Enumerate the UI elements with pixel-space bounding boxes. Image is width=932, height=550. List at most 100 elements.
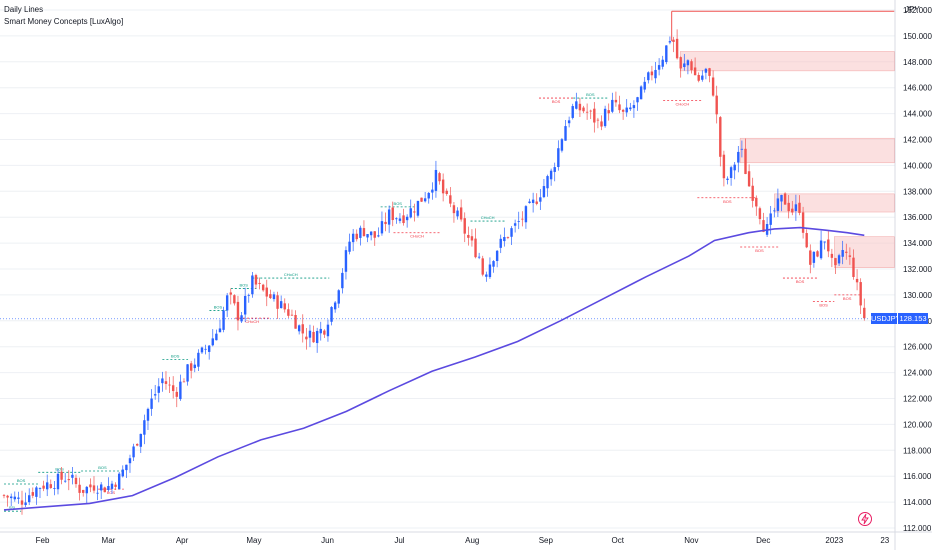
candle-body	[24, 502, 27, 506]
legend-daily-lines[interactable]: Daily Lines	[4, 5, 44, 14]
structure-label: BOS	[239, 282, 248, 287]
y-tick-label: 148.000	[903, 58, 932, 67]
candle-body	[495, 250, 499, 262]
y-tick-label: 146.000	[903, 84, 932, 93]
y-tick-label: 118.000	[903, 446, 932, 455]
candle-body	[456, 210, 459, 217]
candle-body	[621, 109, 625, 112]
y-tick-label: 122.000	[903, 395, 932, 404]
price-axis[interactable]: 112.000 114.000 116.000 118.000 120.000 122.0…	[894, 0, 932, 550]
candle-body	[427, 192, 430, 199]
candle-body	[431, 189, 434, 193]
structure-label: CHoCH	[481, 215, 495, 220]
candle-body	[423, 198, 427, 202]
candle-body	[722, 154, 726, 179]
candle-body	[452, 205, 456, 214]
candle-body	[182, 381, 186, 383]
candle-body	[715, 95, 718, 115]
candle-body	[557, 148, 560, 168]
x-tick-label: Jul	[394, 536, 404, 545]
candle-body	[474, 238, 477, 258]
candle-body	[38, 488, 42, 489]
y-tick-label: 126.000	[903, 343, 932, 352]
candle-body	[60, 471, 63, 480]
candle-body	[402, 215, 405, 224]
candle-body	[751, 185, 754, 201]
candle-body	[434, 169, 438, 191]
candle-body	[564, 126, 567, 141]
candle-body	[441, 179, 445, 194]
candle-body	[809, 250, 812, 265]
candle-body	[747, 171, 751, 187]
candle-body	[92, 485, 96, 491]
candle-body	[510, 228, 513, 237]
legend-smc[interactable]: Smart Money Concepts [LuxAlgo]	[4, 17, 124, 26]
y-tick-label: 136.000	[903, 213, 932, 222]
candle-body	[798, 202, 801, 213]
candle-body	[20, 500, 24, 505]
candle-body	[420, 197, 423, 202]
candle-body	[233, 295, 236, 304]
candle-body	[575, 101, 578, 109]
candle-body	[668, 41, 672, 43]
candle-body	[409, 208, 412, 218]
candle-body	[240, 315, 243, 322]
candle-body	[186, 364, 189, 382]
ema-line	[3, 226, 865, 511]
candle-body	[697, 74, 700, 81]
candle-body	[488, 264, 492, 278]
candle-body	[157, 386, 160, 393]
x-tick-label: May	[246, 536, 261, 545]
candle-body	[276, 295, 279, 309]
candle-body	[9, 496, 13, 499]
candle-body	[467, 234, 470, 238]
lightning-bolt-icon[interactable]	[858, 512, 872, 526]
structure-label: BOS	[98, 465, 107, 470]
y-tick-label: 138.000	[903, 187, 932, 196]
candle-body	[463, 218, 466, 234]
candle-body	[855, 278, 859, 283]
candle-body	[816, 251, 819, 257]
candle-body	[553, 167, 556, 172]
candle-body	[107, 485, 110, 491]
candle-body	[445, 190, 448, 194]
candle-body	[531, 199, 535, 203]
y-tick-label: 144.000	[903, 110, 932, 119]
candle-body	[859, 282, 862, 306]
structure-label: CHoCH	[245, 319, 259, 324]
candle-body	[229, 292, 232, 295]
candle-body	[117, 473, 121, 490]
candle-body	[773, 210, 776, 212]
candle-body	[693, 67, 697, 76]
candle-body	[711, 77, 715, 96]
candle-body	[369, 231, 373, 236]
candle-body	[197, 352, 200, 367]
structure-label: BOS	[107, 490, 116, 495]
candle-body	[611, 99, 614, 112]
candle-body	[740, 148, 744, 150]
candle-body	[701, 75, 704, 80]
structure-label: BOS	[819, 302, 828, 307]
candle-body	[841, 249, 844, 257]
candle-body	[351, 233, 355, 243]
candle-body	[812, 251, 816, 263]
candle-body	[114, 484, 117, 487]
symbol-tag: USDJPY	[871, 313, 901, 325]
y-tick-label: 130.000	[903, 291, 932, 300]
x-tick-label: Oct	[612, 536, 625, 545]
candle-body	[341, 272, 344, 289]
x-tick-label: Feb	[36, 536, 50, 545]
candle-body	[848, 255, 852, 257]
supply-zone	[739, 137, 895, 164]
candle-body	[416, 200, 420, 216]
candle-body	[164, 381, 168, 384]
candle-body	[629, 107, 632, 110]
candle-body	[45, 482, 49, 490]
candle-body	[2, 495, 6, 497]
candle-body	[449, 195, 452, 204]
candle-body	[513, 223, 517, 226]
candle-body	[524, 206, 528, 223]
time-axis[interactable]: Feb Mar Apr May Jun Jul Aug Sep Oct Nov Dec 2023 23	[0, 531, 932, 545]
